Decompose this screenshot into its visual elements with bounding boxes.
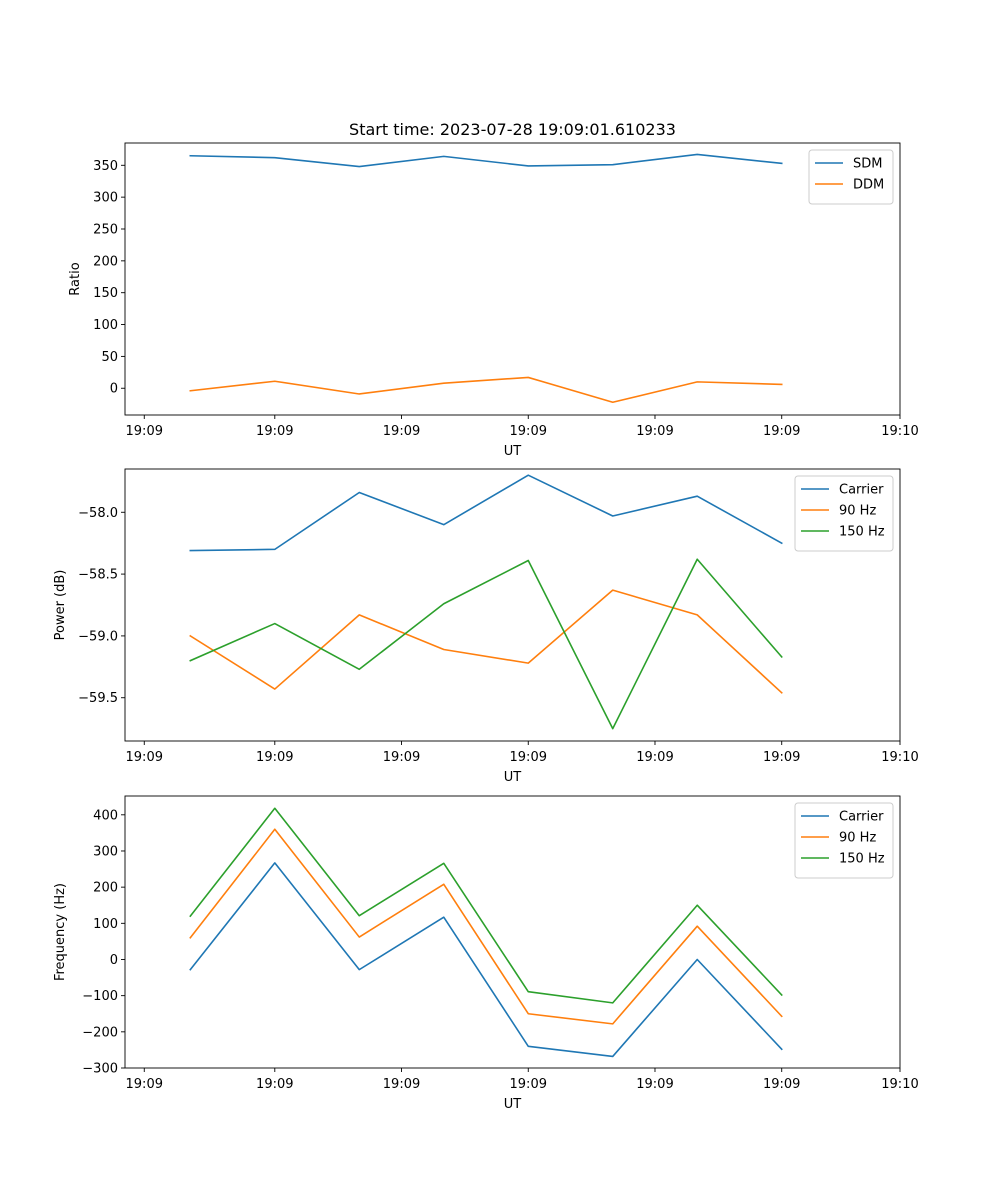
x-axis-label: UT	[504, 770, 522, 785]
y-tick-label: 50	[101, 350, 118, 365]
y-tick-label: 200	[93, 254, 118, 269]
legend-box	[794, 802, 894, 879]
x-tick-label: 19:09	[383, 1077, 420, 1092]
axes-frame	[124, 142, 901, 416]
y-tick-label: 300	[93, 844, 118, 859]
y-tick-label: 300	[93, 191, 118, 206]
legend-label: 150 Hz	[839, 525, 885, 540]
x-tick-label: 19:09	[763, 750, 800, 765]
series-line-150-hz	[189, 807, 783, 1004]
y-axis-label: Power (dB)	[53, 570, 68, 641]
plot-area	[125, 796, 900, 1068]
y-tick-label: 150	[93, 286, 118, 301]
y-tick-label: −59.5	[78, 691, 118, 706]
y-tick-label: 200	[93, 881, 118, 896]
series-line-carrier	[189, 862, 783, 1058]
legend: Carrier 90 Hz 150 Hz	[794, 802, 894, 879]
y-tick-label: −300	[82, 1062, 118, 1077]
legend-label: 90 Hz	[839, 504, 876, 519]
y-tick-label: −59.0	[78, 629, 118, 644]
x-tick-label: 19:09	[126, 1077, 163, 1092]
y-tick-label: 0	[110, 382, 118, 397]
plot-area	[125, 143, 900, 415]
y-tick-label: 400	[93, 808, 118, 823]
y-tick-label: −200	[82, 1025, 118, 1040]
axes-frame	[124, 795, 901, 1069]
legend-label: 150 Hz	[839, 852, 885, 867]
y-tick-label: 0	[110, 953, 118, 968]
series-line-sdm	[189, 153, 783, 168]
chart-panel-3: 19:09 19:09 19:09 19:09 19:09 19:09 19:10 −300 −…	[53, 795, 919, 1112]
x-tick-label: 19:09	[126, 750, 163, 765]
x-tick-label: 19:10	[881, 424, 918, 439]
x-tick-label: 19:09	[256, 424, 293, 439]
x-axis-label: UT	[504, 1097, 522, 1112]
plot-area	[125, 469, 900, 741]
x-tick-label: 19:09	[510, 1077, 547, 1092]
x-tick-label: 19:09	[383, 750, 420, 765]
y-tick-label: 100	[93, 917, 118, 932]
y-tick-label: 100	[93, 318, 118, 333]
legend-label: DDM	[853, 178, 884, 193]
legend: SDM DDM	[808, 149, 894, 205]
x-tick-label: 19:09	[510, 424, 547, 439]
x-tick-label: 19:10	[881, 750, 918, 765]
chart-panel-2: 19:09 19:09 19:09 19:09 19:09 19:09 19:10 −58.0…	[53, 468, 919, 785]
axes-frame	[124, 468, 901, 742]
x-tick-label: 19:09	[510, 750, 547, 765]
legend-label: Carrier	[839, 483, 884, 498]
series-line-150-hz	[189, 558, 783, 730]
x-tick-label: 19:09	[636, 1077, 673, 1092]
legend-label: 90 Hz	[839, 831, 876, 846]
x-tick-label: 19:10	[881, 1077, 918, 1092]
y-axis-label: Frequency (Hz)	[53, 883, 68, 981]
legend-label: SDM	[853, 157, 882, 172]
x-tick-label: 19:09	[636, 424, 673, 439]
x-tick-label: 19:09	[383, 424, 420, 439]
y-tick-label: −100	[82, 989, 118, 1004]
legend: Carrier 90 Hz 150 Hz	[794, 475, 894, 552]
x-tick-label: 19:09	[256, 750, 293, 765]
x-tick-label: 19:09	[763, 1077, 800, 1092]
x-tick-label: 19:09	[256, 1077, 293, 1092]
y-tick-label: 350	[93, 159, 118, 174]
legend-box	[794, 475, 894, 552]
series-line-90-hz	[189, 828, 783, 1025]
x-tick-label: 19:09	[126, 424, 163, 439]
chart-title: Start time: 2023-07-28 19:09:01.610233	[349, 120, 676, 139]
chart-panel-1: 19:09 19:09 19:09 19:09 19:09 19:09 19:10 0 50 10…	[68, 120, 919, 459]
y-tick-label: −58.0	[78, 506, 118, 521]
series-line-90-hz	[189, 589, 783, 694]
series-line-ddm	[189, 376, 783, 404]
x-tick-label: 19:09	[636, 750, 673, 765]
x-axis-label: UT	[504, 444, 522, 459]
y-tick-label: −58.5	[78, 568, 118, 583]
y-tick-label: 250	[93, 222, 118, 237]
x-tick-label: 19:09	[763, 424, 800, 439]
legend-label: Carrier	[839, 810, 884, 825]
y-axis-label: Ratio	[68, 262, 83, 295]
series-line-carrier	[189, 474, 783, 552]
